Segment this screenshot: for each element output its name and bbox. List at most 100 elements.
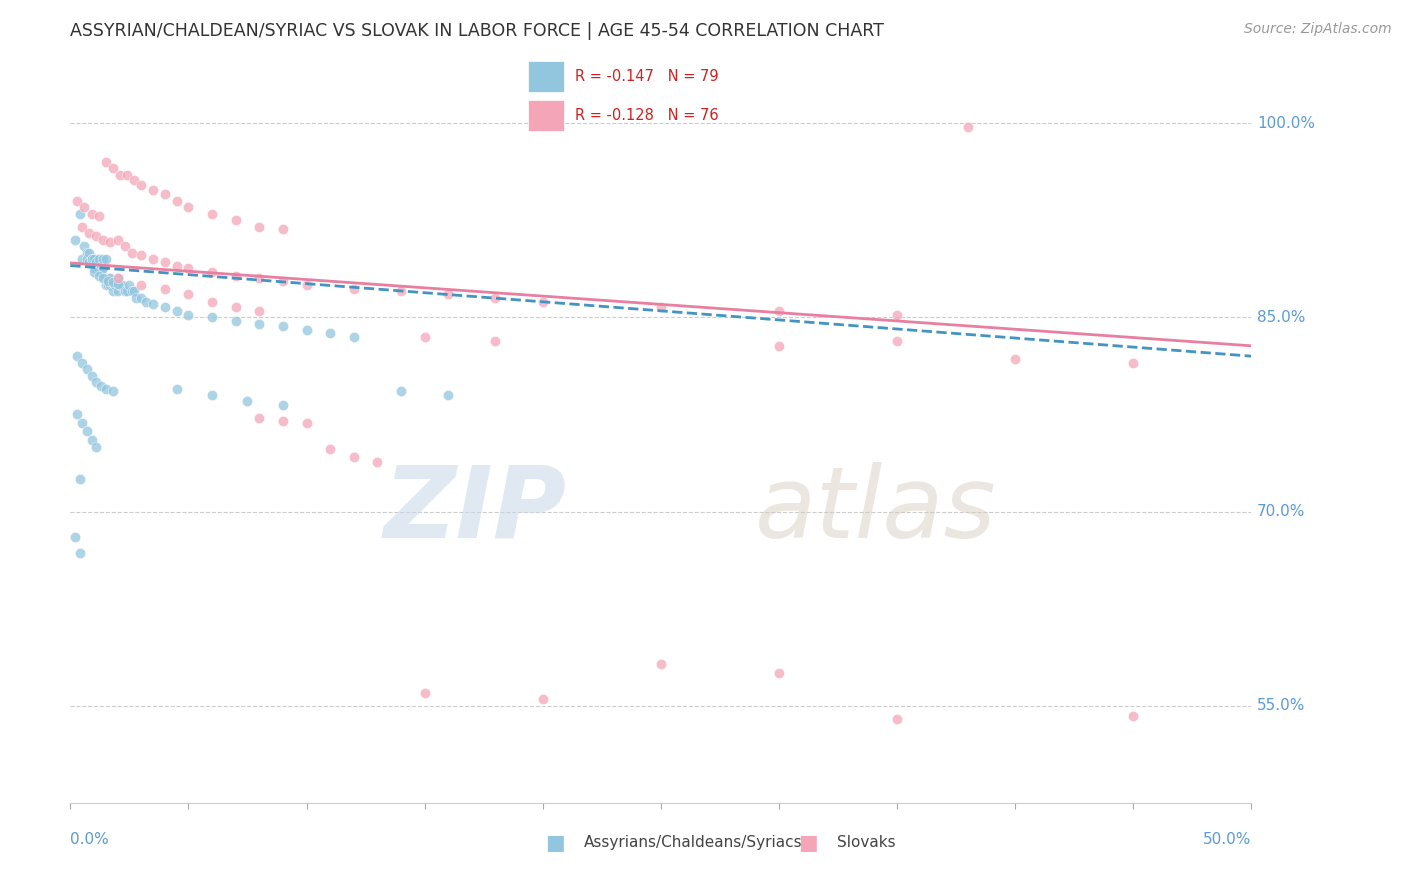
Point: [125, 291, 148, 305]
Point: [111, 277, 134, 292]
Point: [153, 187, 176, 202]
Point: [1004, 351, 1026, 366]
Point: [94, 252, 117, 266]
Point: [63, 530, 86, 544]
Point: [114, 285, 136, 299]
Point: [201, 388, 224, 402]
Point: [100, 277, 122, 292]
Point: [101, 384, 124, 398]
Point: [101, 276, 124, 290]
Point: [66, 349, 89, 363]
Point: [80, 252, 103, 266]
Point: [437, 388, 460, 402]
Point: [84, 228, 107, 243]
Text: ■: ■: [546, 833, 565, 853]
Point: [343, 282, 366, 296]
Point: [956, 120, 979, 134]
Text: ■: ■: [799, 833, 818, 853]
Point: [90, 379, 112, 393]
Point: [295, 417, 318, 431]
Point: [87, 252, 110, 266]
Point: [225, 300, 247, 314]
Point: [101, 161, 124, 176]
Point: [115, 168, 138, 182]
Point: [94, 277, 117, 292]
Text: 85.0%: 85.0%: [1257, 310, 1306, 325]
Point: [153, 282, 176, 296]
Point: [142, 297, 165, 311]
Point: [100, 235, 122, 250]
Point: [153, 254, 176, 268]
Point: [84, 259, 107, 273]
Point: [129, 178, 152, 193]
Point: [413, 686, 436, 700]
Point: [437, 287, 460, 301]
Point: [201, 265, 224, 279]
Point: [100, 271, 122, 285]
Point: [122, 285, 145, 299]
Point: [107, 285, 129, 299]
Point: [650, 657, 672, 672]
Text: 55.0%: 55.0%: [1257, 698, 1306, 714]
Text: 100.0%: 100.0%: [1257, 116, 1315, 130]
Text: 0.0%: 0.0%: [70, 832, 110, 847]
Point: [66, 408, 89, 422]
Text: Source: ZipAtlas.com: Source: ZipAtlas.com: [1244, 22, 1392, 37]
Text: 70.0%: 70.0%: [1257, 504, 1306, 519]
Point: [94, 155, 117, 169]
Point: [93, 261, 115, 276]
Point: [271, 398, 294, 412]
Point: [177, 200, 200, 214]
Point: [768, 339, 790, 353]
Point: [101, 277, 124, 292]
Point: [247, 411, 270, 425]
Point: [83, 265, 105, 279]
Point: [90, 265, 112, 279]
Point: [107, 271, 129, 285]
Point: [90, 259, 112, 273]
Point: [70, 356, 93, 370]
Point: [80, 207, 103, 221]
Text: Slovaks: Slovaks: [837, 836, 896, 850]
Point: [70, 219, 93, 234]
Point: [177, 287, 200, 301]
Point: [271, 414, 294, 428]
Point: [247, 303, 270, 318]
Point: [295, 323, 318, 337]
Text: 50.0%: 50.0%: [1204, 832, 1251, 847]
Point: [76, 245, 98, 260]
Point: [69, 546, 91, 560]
Point: [225, 314, 247, 328]
Point: [177, 261, 200, 276]
Point: [97, 274, 120, 288]
Point: [84, 440, 107, 454]
Point: [295, 277, 318, 292]
Point: [93, 252, 115, 266]
Point: [650, 300, 672, 314]
Point: [93, 233, 115, 247]
Point: [114, 239, 136, 253]
Point: [166, 303, 188, 318]
Point: [97, 277, 120, 292]
Point: [166, 259, 188, 273]
Point: [107, 271, 129, 285]
Point: [247, 219, 270, 234]
Point: [93, 271, 115, 285]
Point: [80, 252, 103, 266]
Point: [1122, 709, 1144, 723]
Point: [142, 184, 165, 198]
Point: [129, 248, 152, 262]
Point: [886, 712, 908, 726]
Point: [104, 277, 127, 292]
Point: [70, 417, 93, 431]
Point: [69, 207, 91, 221]
Point: [225, 268, 247, 283]
Point: [118, 277, 141, 292]
Point: [135, 294, 157, 309]
Point: [768, 303, 790, 318]
Text: ASSYRIAN/CHALDEAN/SYRIAC VS SLOVAK IN LABOR FORCE | AGE 45-54 CORRELATION CHART: ASSYRIAN/CHALDEAN/SYRIAC VS SLOVAK IN LA…: [70, 22, 884, 40]
Point: [166, 194, 188, 208]
Point: [413, 330, 436, 344]
Point: [389, 384, 412, 398]
Point: [886, 334, 908, 348]
